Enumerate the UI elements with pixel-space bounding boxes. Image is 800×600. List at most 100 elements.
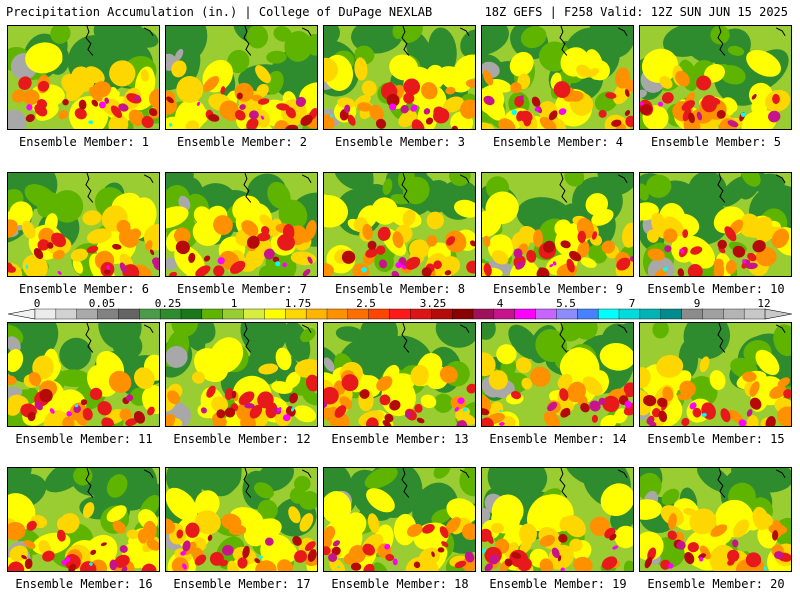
precip-field bbox=[324, 323, 475, 426]
colorbar-swatch bbox=[618, 308, 641, 320]
precip-field bbox=[324, 26, 475, 129]
colorbar-swatch bbox=[639, 308, 662, 320]
precip-field bbox=[482, 323, 633, 426]
ensemble-member-map bbox=[7, 25, 160, 130]
colorbar-swatch bbox=[577, 308, 599, 320]
ensemble-member-label: Ensemble Member: 15 bbox=[647, 432, 785, 446]
colorbar-swatch bbox=[410, 308, 432, 320]
ensemble-member-map bbox=[165, 322, 318, 427]
colorbar-swatch bbox=[702, 308, 724, 320]
colorbar-swatch bbox=[285, 308, 307, 320]
colorbar-swatch bbox=[660, 308, 683, 320]
colorbar-tick-label: 0.25 bbox=[154, 297, 182, 310]
colorbar-swatch bbox=[201, 308, 224, 320]
ensemble-member-map bbox=[323, 322, 476, 427]
ensemble-member-label: Ensemble Member: 10 bbox=[647, 282, 785, 296]
colorbar-tick-label: 7 bbox=[628, 297, 636, 310]
precip-field bbox=[8, 323, 159, 426]
colorbar-min-arrow bbox=[7, 308, 36, 320]
colorbar-tick-label: 0 bbox=[33, 297, 41, 310]
colorbar-swatch bbox=[597, 308, 620, 320]
colorbar-swatch bbox=[118, 308, 140, 320]
ensemble-member-map bbox=[639, 25, 792, 130]
colorbar-swatch bbox=[34, 308, 57, 320]
ensemble-member-map bbox=[481, 467, 634, 572]
colorbar-swatch bbox=[139, 308, 161, 320]
colorbar-swatch bbox=[97, 308, 119, 320]
precip-field bbox=[482, 468, 633, 571]
colorbar-tick-label: 12 bbox=[757, 297, 771, 310]
ensemble-member-label: Ensemble Member: 19 bbox=[489, 577, 627, 591]
colorbar-swatch bbox=[180, 308, 203, 320]
chart-title: Precipitation Accumulation (in.) | Colle… bbox=[6, 5, 433, 19]
colorbar-swatch bbox=[368, 308, 391, 320]
colorbar-swatch bbox=[305, 308, 328, 320]
ensemble-member-map bbox=[323, 172, 476, 277]
precip-field bbox=[324, 173, 475, 276]
colorbar-swatch bbox=[431, 308, 453, 320]
colorbar-swatch bbox=[326, 308, 349, 320]
precip-field bbox=[166, 323, 317, 426]
ensemble-member-label: Ensemble Member: 18 bbox=[331, 577, 469, 591]
ensemble-member-label: Ensemble Member: 4 bbox=[492, 135, 624, 149]
ensemble-member-label: Ensemble Member: 3 bbox=[334, 135, 466, 149]
ensemble-member-map bbox=[7, 172, 160, 277]
precip-field bbox=[8, 173, 159, 276]
ensemble-member-label: Ensemble Member: 20 bbox=[647, 577, 785, 591]
colorbar-tick-label: 4 bbox=[496, 297, 504, 310]
colorbar-swatch bbox=[556, 308, 578, 320]
ensemble-member-label: Ensemble Member: 17 bbox=[173, 577, 311, 591]
colorbar-swatch bbox=[159, 308, 182, 320]
colorbar-tick-label: 1.75 bbox=[284, 297, 312, 310]
colorbar-swatch bbox=[681, 308, 703, 320]
colorbar-tick-label: 2.5 bbox=[356, 297, 376, 310]
colorbar-swatch bbox=[389, 308, 411, 320]
precip-field bbox=[8, 468, 159, 571]
colorbar-swatch bbox=[535, 308, 557, 320]
colorbar-swatch bbox=[76, 308, 99, 320]
ensemble-member-map bbox=[323, 467, 476, 572]
colorbar bbox=[7, 308, 793, 320]
colorbar-tick-label: 5.5 bbox=[556, 297, 576, 310]
ensemble-member-map bbox=[639, 467, 792, 572]
ensemble-member-map bbox=[165, 25, 318, 130]
ensemble-member-label: Ensemble Member: 6 bbox=[18, 282, 150, 296]
ensemble-member-label: Ensemble Member: 8 bbox=[334, 282, 466, 296]
colorbar-tick-label: 0.05 bbox=[88, 297, 116, 310]
ensemble-member-label: Ensemble Member: 1 bbox=[18, 135, 150, 149]
colorbar-swatch bbox=[451, 308, 474, 320]
precip-field bbox=[482, 26, 633, 129]
ensemble-member-map bbox=[639, 322, 792, 427]
ensemble-member-label: Ensemble Member: 14 bbox=[489, 432, 627, 446]
colorbar-swatch bbox=[493, 308, 516, 320]
ensemble-member-map bbox=[7, 322, 160, 427]
ensemble-member-map bbox=[165, 467, 318, 572]
colorbar-swatch bbox=[514, 308, 537, 320]
ensemble-member-label: Ensemble Member: 12 bbox=[173, 432, 311, 446]
precip-field bbox=[482, 173, 633, 276]
ensemble-member-map bbox=[639, 172, 792, 277]
ensemble-member-label: Ensemble Member: 2 bbox=[176, 135, 308, 149]
colorbar-tick-label: 1 bbox=[230, 297, 238, 310]
run-info: 18Z GEFS | F258 Valid: 12Z SUN JUN 15 20… bbox=[484, 5, 788, 19]
ensemble-member-label: Ensemble Member: 13 bbox=[331, 432, 469, 446]
precip-field bbox=[166, 173, 317, 276]
ensemble-member-label: Ensemble Member: 16 bbox=[15, 577, 153, 591]
colorbar-swatch bbox=[264, 308, 286, 320]
colorbar-swatch bbox=[472, 308, 495, 320]
ensemble-member-label: Ensemble Member: 11 bbox=[15, 432, 153, 446]
ensemble-member-map bbox=[481, 172, 634, 277]
ensemble-member-map bbox=[481, 322, 634, 427]
ensemble-member-label: Ensemble Member: 5 bbox=[650, 135, 782, 149]
ensemble-member-map bbox=[165, 172, 318, 277]
ensemble-member-map bbox=[481, 25, 634, 130]
ensemble-member-label: Ensemble Member: 7 bbox=[176, 282, 308, 296]
colorbar-swatch bbox=[55, 308, 78, 320]
precip-field bbox=[640, 26, 791, 129]
ensemble-member-label: Ensemble Member: 9 bbox=[492, 282, 624, 296]
colorbar-swatch bbox=[723, 308, 745, 320]
precip-field bbox=[8, 26, 159, 129]
colorbar-swatch bbox=[347, 308, 370, 320]
precip-field bbox=[166, 26, 317, 129]
precip-field bbox=[640, 173, 791, 276]
